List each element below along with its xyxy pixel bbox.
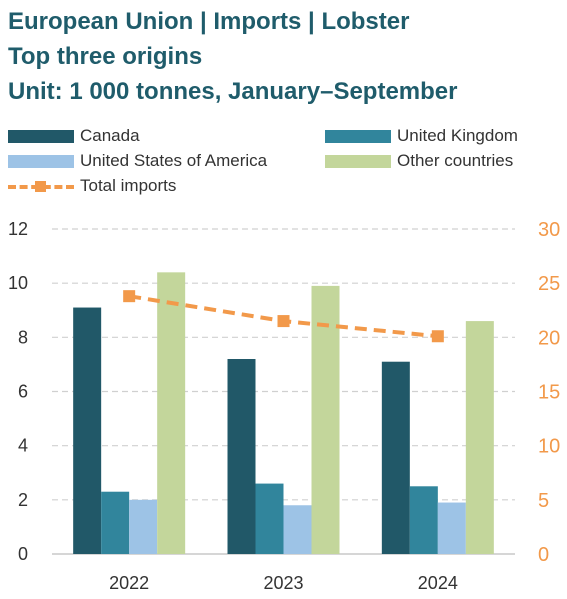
legend-swatch-usa (8, 154, 74, 168)
y-right-tick-label: 25 (538, 273, 560, 295)
legend-swatch-united-kingdom (325, 129, 391, 143)
y-left-tick-label: 8 (18, 327, 28, 347)
chart-title-block: European Union | Imports | Lobster Top t… (8, 4, 457, 109)
bar-line-chart: 0 2 4 6 8 10 12 0 5 10 15 20 25 30 2022 2023 2024 (8, 219, 560, 593)
y-left-tick-label: 10 (8, 273, 28, 293)
bar-canada-2023 (227, 359, 256, 554)
y-left-tick-label: 4 (18, 436, 28, 456)
bar-united-states-of-america-2022 (129, 499, 158, 554)
legend-item-usa: United States of America (8, 151, 267, 171)
y-right-tick-label: 5 (538, 490, 549, 512)
x-tick-label: 2023 (263, 573, 303, 593)
y-left-tick-label: 0 (18, 544, 28, 564)
y-left-tick-label: 2 (18, 490, 28, 510)
y-right-tick-label: 15 (538, 382, 560, 404)
legend-label-other-countries: Other countries (397, 151, 514, 170)
bar-united-states-of-america-2024 (437, 502, 466, 554)
chart-title: European Union | Imports | Lobster (8, 8, 410, 35)
legend-item-united-kingdom: United Kingdom (325, 126, 518, 146)
y-right-tick-label: 10 (538, 436, 560, 458)
chart-legend: Canada United Kingdom United States of A… (0, 124, 567, 204)
bar-united-kingdom-2022 (101, 491, 130, 554)
total-imports-marker-2022 (123, 290, 136, 303)
total-imports-marker-2023 (277, 315, 290, 328)
total-imports-marker-2024 (431, 330, 444, 343)
x-tick-label: 2022 (109, 573, 149, 593)
bar-other-countries-2023 (311, 285, 340, 554)
y-right-tick-label: 30 (538, 219, 560, 241)
legend-item-total-imports: Total imports (8, 176, 176, 196)
y-right-tick-label: 20 (538, 327, 560, 349)
chart-unit-label: Unit: 1 000 tonnes, January–September (8, 78, 458, 105)
y-left-tick-label: 6 (18, 382, 28, 402)
legend-item-other-countries: Other countries (325, 151, 513, 171)
bar-other-countries-2022 (157, 272, 186, 554)
x-tick-label: 2024 (418, 573, 458, 593)
y-left-tick-label: 12 (8, 219, 28, 239)
chart-subtitle: Top three origins (8, 43, 203, 70)
y-right-tick-label: 0 (538, 544, 549, 566)
bar-united-kingdom-2024 (409, 486, 438, 554)
bar-united-kingdom-2023 (255, 483, 284, 554)
legend-swatch-other-countries (325, 154, 391, 168)
bar-united-states-of-america-2023 (283, 505, 312, 554)
legend-label-total-imports: Total imports (80, 176, 177, 195)
bar-canada-2024 (381, 361, 410, 554)
legend-swatch-canada (8, 129, 74, 143)
bar-other-countries-2024 (465, 321, 494, 554)
bar-canada-2022 (73, 307, 102, 554)
legend-label-usa: United States of America (80, 151, 268, 170)
legend-label-canada: Canada (80, 126, 140, 145)
legend-line-marker-icon (8, 180, 74, 193)
legend-item-canada: Canada (8, 126, 140, 146)
legend-label-united-kingdom: United Kingdom (397, 126, 518, 145)
